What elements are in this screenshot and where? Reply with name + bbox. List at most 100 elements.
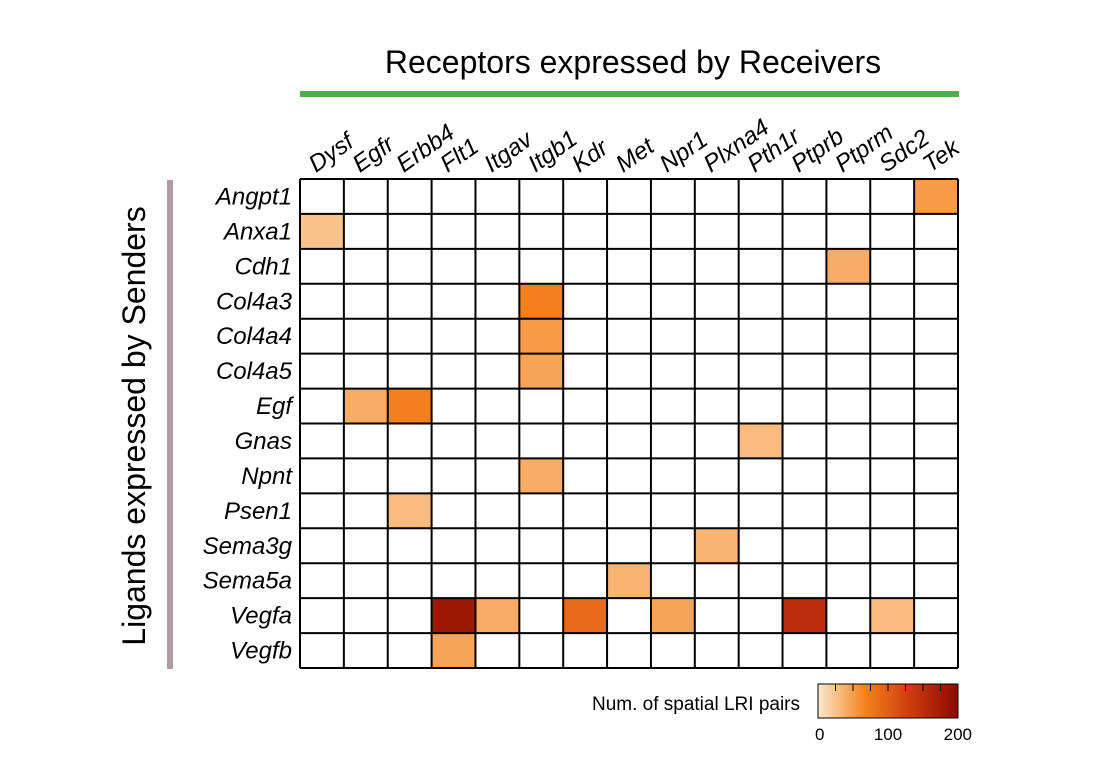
heatmap-cell	[431, 598, 476, 634]
heatmap-cell	[475, 493, 520, 529]
heatmap-cell	[826, 598, 871, 634]
heatmap-cell	[694, 213, 739, 249]
heatmap-cell	[738, 458, 783, 494]
heatmap-cell	[343, 179, 388, 214]
heatmap-cell	[431, 563, 476, 599]
heatmap-cell	[650, 353, 695, 389]
heatmap-cell	[914, 563, 958, 599]
heatmap-cell	[343, 458, 388, 494]
heatmap-cell	[694, 179, 739, 214]
row-label: Gnas	[235, 428, 292, 455]
heatmap-cell	[650, 458, 695, 494]
heatmap-cell	[300, 528, 344, 564]
row-label: Vegfb	[230, 638, 292, 665]
heatmap-cell	[650, 493, 695, 529]
heatmap-cell	[475, 388, 520, 424]
heatmap-cell	[826, 563, 871, 599]
heatmap-cell	[650, 563, 695, 599]
heatmap-cell	[343, 423, 388, 459]
heatmap-cell	[870, 388, 915, 424]
heatmap-cell	[343, 283, 388, 319]
heatmap-cell	[300, 318, 344, 354]
chart-title: Receptors expressed by Receivers	[385, 44, 881, 80]
row-label: Egf	[256, 393, 294, 420]
heatmap-cell	[914, 458, 958, 494]
heatmap-cell	[914, 528, 958, 564]
heatmap-cell	[870, 423, 915, 459]
colorbar-tick-label: 0	[815, 725, 824, 744]
colorbar-ticks: 0 100 200	[815, 684, 972, 744]
heatmap-cell	[519, 563, 564, 599]
heatmap-cell	[782, 563, 827, 599]
heatmap-cell	[431, 248, 476, 284]
senders-accent-bar	[167, 180, 173, 669]
heatmap-cell	[694, 353, 739, 389]
heatmap-cell	[475, 283, 520, 319]
heatmap-cell	[300, 388, 344, 424]
heatmap-cell	[870, 248, 915, 284]
colorbar-swatch	[817, 683, 959, 719]
row-label: Psen1	[224, 498, 292, 525]
heatmap-cell	[300, 563, 344, 599]
heatmap-cell	[650, 179, 695, 214]
heatmap-cell	[607, 179, 651, 214]
heatmap-cell	[826, 458, 871, 494]
colorbar-label: Num. of spatial LRI pairs	[592, 694, 800, 715]
heatmap-cell	[387, 423, 432, 459]
heatmap-cell	[914, 213, 958, 249]
heatmap-cell	[519, 353, 564, 389]
heatmap-cell	[431, 458, 476, 494]
heatmap-cell	[914, 318, 958, 354]
heatmap-cell	[387, 353, 432, 389]
heatmap-cell	[343, 353, 388, 389]
heatmap-cell	[431, 283, 476, 319]
heatmap-cell	[300, 458, 344, 494]
heatmap-cell	[607, 423, 651, 459]
receivers-accent-bar	[300, 91, 959, 97]
heatmap-cell	[914, 598, 958, 634]
column-label: Egfr	[348, 130, 400, 178]
row-label: Cdh1	[235, 253, 292, 280]
heatmap-cell	[563, 423, 608, 459]
heatmap-cell	[694, 423, 739, 459]
heatmap-cell	[343, 598, 388, 634]
heatmap-cell	[431, 353, 476, 389]
heatmap-cell	[782, 528, 827, 564]
heatmap-cell	[563, 283, 608, 319]
heatmap-cell	[563, 493, 608, 529]
heatmap-cell	[519, 213, 564, 249]
heatmap-cell	[694, 318, 739, 354]
heatmap-cell	[607, 283, 651, 319]
heatmap-cell	[431, 423, 476, 459]
heatmap-cell	[300, 353, 344, 389]
colorbar-tick-label: 100	[874, 725, 902, 744]
heatmap-cell	[475, 633, 520, 668]
heatmap-cell	[519, 179, 564, 214]
heatmap-cell	[519, 283, 564, 319]
heatmap-cell	[914, 353, 958, 389]
heatmap-cell	[563, 179, 608, 214]
row-label: Npnt	[241, 463, 293, 490]
heatmap-cell	[387, 493, 432, 529]
heatmap-cell	[738, 633, 783, 668]
heatmap-cell	[563, 528, 608, 564]
heatmap-cell	[343, 633, 388, 668]
heatmap-cell	[914, 179, 958, 214]
heatmap-cell	[387, 248, 432, 284]
heatmap-cell	[826, 353, 871, 389]
row-label: Vegfa	[230, 603, 292, 630]
heatmap-cell	[563, 318, 608, 354]
heatmap-cell	[870, 493, 915, 529]
heatmap-cell	[343, 528, 388, 564]
heatmap-cell	[300, 423, 344, 459]
heatmap-cell	[475, 458, 520, 494]
column-labels: DysfEgfrErbb4Flt1ItgavItgb1KdrMetNpr1Plx…	[304, 114, 966, 178]
heatmap-cell	[782, 633, 827, 668]
heatmap-cell	[563, 633, 608, 668]
heatmap-cell	[870, 633, 915, 668]
heatmap-cell	[914, 493, 958, 529]
heatmap-cell	[782, 248, 827, 284]
heatmap-cell	[826, 213, 871, 249]
heatmap-cells	[300, 179, 958, 668]
